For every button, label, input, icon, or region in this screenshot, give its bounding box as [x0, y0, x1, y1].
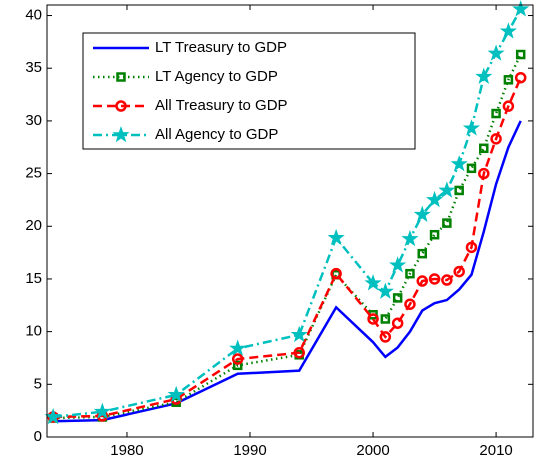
- marker: [167, 385, 185, 403]
- legend-marker: [115, 100, 127, 112]
- y-tick-label: 35: [25, 59, 42, 76]
- marker: [442, 218, 452, 228]
- legend-label: LT Agency to GDP: [155, 68, 278, 85]
- x-tick-label: 1990: [233, 442, 266, 459]
- y-tick-label: 0: [34, 428, 42, 445]
- marker: [231, 353, 244, 365]
- marker: [441, 274, 453, 286]
- marker: [389, 256, 407, 273]
- series-line: [53, 77, 522, 419]
- marker: [454, 185, 464, 196]
- marker: [364, 274, 382, 291]
- marker: [392, 293, 403, 303]
- legend-box: [82, 32, 416, 150]
- marker: [478, 167, 490, 180]
- marker: [405, 268, 415, 279]
- marker: [462, 119, 481, 136]
- legend-marker: [116, 72, 126, 82]
- marker: [232, 360, 243, 371]
- plot-frame: [46, 4, 534, 438]
- marker: [416, 275, 429, 287]
- marker: [379, 331, 392, 343]
- legend-label: All Treasury to GDP: [155, 97, 288, 114]
- marker: [479, 143, 489, 154]
- marker: [380, 314, 391, 324]
- x-tick-label: 2000: [356, 442, 389, 459]
- marker: [465, 241, 478, 254]
- marker: [376, 282, 394, 299]
- marker: [499, 22, 517, 39]
- marker: [475, 67, 493, 84]
- marker: [438, 181, 456, 198]
- marker: [290, 325, 308, 343]
- marker: [367, 313, 379, 325]
- marker: [487, 44, 505, 61]
- y-tick-label: 15: [25, 270, 42, 287]
- y-tick-label: 20: [25, 217, 42, 234]
- marker: [330, 267, 342, 280]
- y-tick-label: 30: [25, 112, 42, 129]
- marker: [428, 273, 441, 285]
- marker: [327, 228, 345, 246]
- marker: [514, 71, 527, 84]
- x-tick-label: 1980: [110, 442, 143, 459]
- marker: [491, 108, 501, 119]
- marker: [466, 163, 477, 174]
- marker: [503, 75, 514, 85]
- marker: [413, 205, 431, 222]
- y-tick-label: 5: [34, 375, 42, 392]
- legend-label: LT Treasury to GDP: [155, 39, 287, 56]
- marker: [453, 265, 465, 278]
- marker: [512, 0, 530, 17]
- marker: [490, 133, 502, 145]
- marker: [229, 339, 247, 356]
- legend-label: All Agency to GDP: [155, 126, 278, 143]
- marker: [515, 49, 526, 60]
- marker: [502, 100, 515, 112]
- series-line: [53, 120, 522, 423]
- series-line: [53, 53, 522, 420]
- marker: [93, 402, 111, 420]
- y-tick-label: 10: [25, 323, 42, 340]
- marker: [425, 190, 444, 208]
- x-tick-label: 2010: [479, 442, 512, 459]
- marker: [391, 317, 404, 329]
- marker: [401, 229, 419, 247]
- legend-marker: [112, 125, 130, 143]
- marker: [404, 298, 416, 310]
- marker: [293, 346, 305, 359]
- y-tick-label: 40: [25, 7, 42, 24]
- marker: [450, 155, 468, 172]
- y-tick-label: 25: [25, 165, 42, 182]
- marker: [429, 229, 440, 240]
- marker: [417, 248, 428, 259]
- marker: [44, 407, 62, 425]
- legend: LT Treasury to GDP LT Agency to GDP All Tr…: [82, 32, 416, 150]
